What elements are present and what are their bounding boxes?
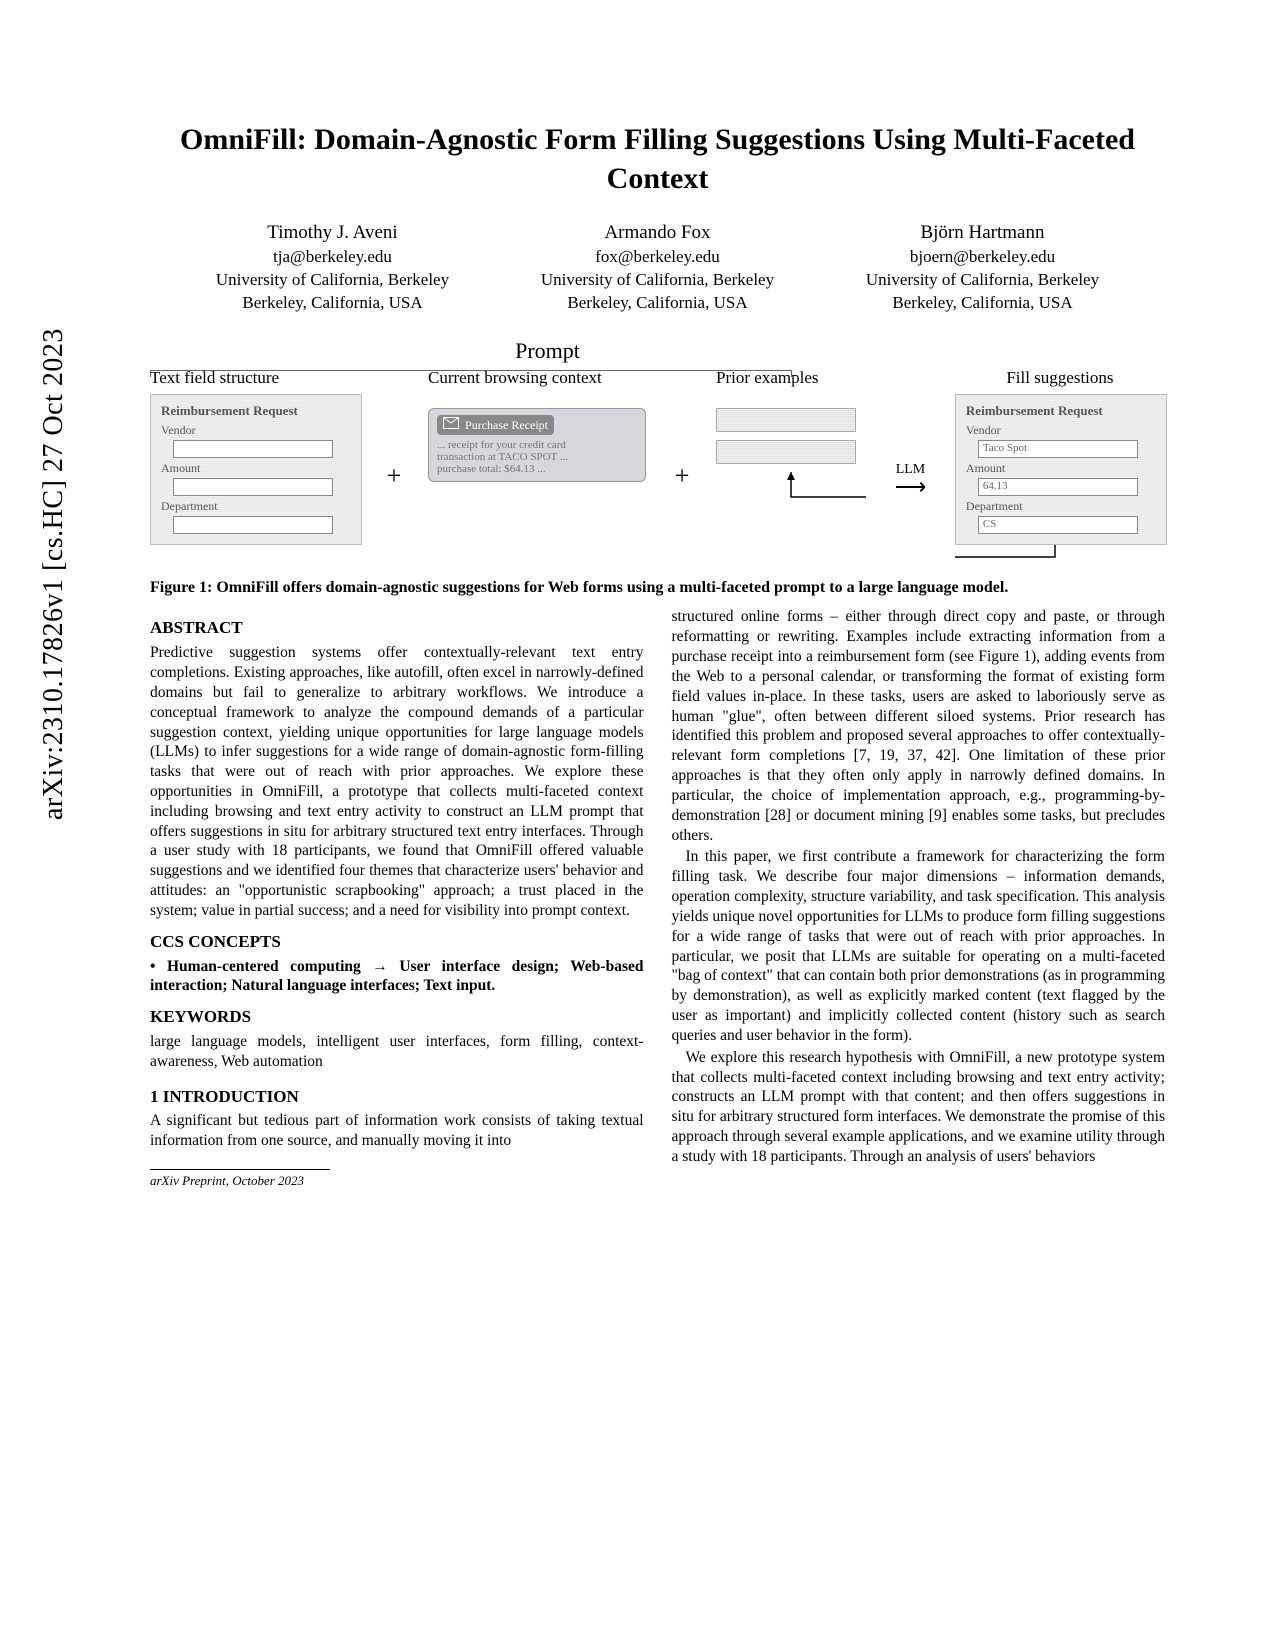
amount-field-empty xyxy=(173,478,333,496)
ccs-text: • Human-centered computing → User interf… xyxy=(150,957,644,997)
prior-item xyxy=(716,440,856,464)
footer-rule xyxy=(150,1169,330,1170)
author-email: fox@berkeley.edu xyxy=(495,246,820,269)
receipt-title: Purchase Receipt xyxy=(465,418,548,433)
dept-field-empty xyxy=(173,516,333,534)
paper-title: OmniFill: Domain-Agnostic Form Filling S… xyxy=(150,120,1165,198)
fig-col4-header: Fill suggestions xyxy=(955,368,1165,388)
col2-p1: structured online forms – either through… xyxy=(672,607,1166,845)
arrow-right-icon: ⟶ xyxy=(895,478,927,496)
amount-field-filled: 64.13 xyxy=(978,478,1138,496)
feedback-line-icon xyxy=(955,545,1165,565)
receipt-line1: ... receipt for your credit card xyxy=(437,439,637,451)
feedback-arrow-icon xyxy=(716,472,866,512)
col2-p3: We explore this research hypothesis with… xyxy=(672,1048,1166,1167)
fill-suggestions-panel: Reimbursement Request Vendor Taco Spot A… xyxy=(955,394,1167,545)
plus-icon: + xyxy=(671,461,694,491)
amount-label: Amount xyxy=(161,461,351,476)
author-affil: University of California, Berkeley xyxy=(820,269,1145,292)
plus-icon: + xyxy=(383,461,406,491)
keywords-text: large language models, intelligent user … xyxy=(150,1032,644,1072)
ccs-heading: CCS CONCEPTS xyxy=(150,931,644,953)
dept-label: Department xyxy=(161,499,351,514)
receipt-panel: Purchase Receipt ... receipt for your cr… xyxy=(428,408,646,482)
authors-block: Timothy J. Aveni tja@berkeley.edu Univer… xyxy=(150,220,1165,314)
vendor-label: Vendor xyxy=(966,423,1156,438)
intro-heading: 1 INTRODUCTION xyxy=(150,1086,644,1108)
prior-item xyxy=(716,408,856,432)
author-2: Armando Fox fox@berkeley.edu University … xyxy=(495,220,820,314)
receipt-header: Purchase Receipt xyxy=(437,415,554,435)
col2-p2: In this paper, we first contribute a fra… xyxy=(672,847,1166,1045)
figure-1: Prompt Text field structure Reimbursemen… xyxy=(150,338,1165,597)
left-column: ABSTRACT Predictive suggestion systems o… xyxy=(150,607,644,1189)
text-field-structure-panel: Reimbursement Request Vendor Amount Depa… xyxy=(150,394,362,545)
dept-label: Department xyxy=(966,499,1156,514)
vendor-field-empty xyxy=(173,440,333,458)
dept-field-filled: CS xyxy=(978,516,1138,534)
author-3: Björn Hartmann bjoern@berkeley.edu Unive… xyxy=(820,220,1145,314)
form-title: Reimbursement Request xyxy=(161,403,351,419)
author-affil: University of California, Berkeley xyxy=(170,269,495,292)
vendor-field-filled: Taco Spot xyxy=(978,440,1138,458)
author-loc: Berkeley, California, USA xyxy=(495,292,820,315)
llm-arrow: LLM ⟶ xyxy=(889,462,933,496)
vendor-label: Vendor xyxy=(161,423,351,438)
prompt-label: Prompt xyxy=(0,338,1165,364)
author-loc: Berkeley, California, USA xyxy=(170,292,495,315)
intro-p1: A significant but tedious part of inform… xyxy=(150,1111,644,1151)
author-name: Timothy J. Aveni xyxy=(170,220,495,246)
author-email: tja@berkeley.edu xyxy=(170,246,495,269)
abstract-text: Predictive suggestion systems offer cont… xyxy=(150,643,644,921)
right-column: structured online forms – either through… xyxy=(672,607,1166,1189)
author-1: Timothy J. Aveni tja@berkeley.edu Univer… xyxy=(170,220,495,314)
author-affil: University of California, Berkeley xyxy=(495,269,820,292)
author-name: Armando Fox xyxy=(495,220,820,246)
form-title: Reimbursement Request xyxy=(966,403,1156,419)
keywords-heading: KEYWORDS xyxy=(150,1006,644,1028)
figure-caption: Figure 1: OmniFill offers domain-agnosti… xyxy=(150,579,1165,597)
author-loc: Berkeley, California, USA xyxy=(820,292,1145,315)
receipt-line3: purchase total: $64.13 ... xyxy=(437,463,637,475)
author-email: bjoern@berkeley.edu xyxy=(820,246,1145,269)
mail-icon xyxy=(443,417,459,433)
prior-examples-panel xyxy=(716,408,856,464)
abstract-heading: ABSTRACT xyxy=(150,617,644,639)
receipt-line2: transaction at TACO SPOT ... xyxy=(437,451,637,463)
author-name: Björn Hartmann xyxy=(820,220,1145,246)
footer-text: arXiv Preprint, October 2023 xyxy=(150,1173,644,1190)
amount-label: Amount xyxy=(966,461,1156,476)
